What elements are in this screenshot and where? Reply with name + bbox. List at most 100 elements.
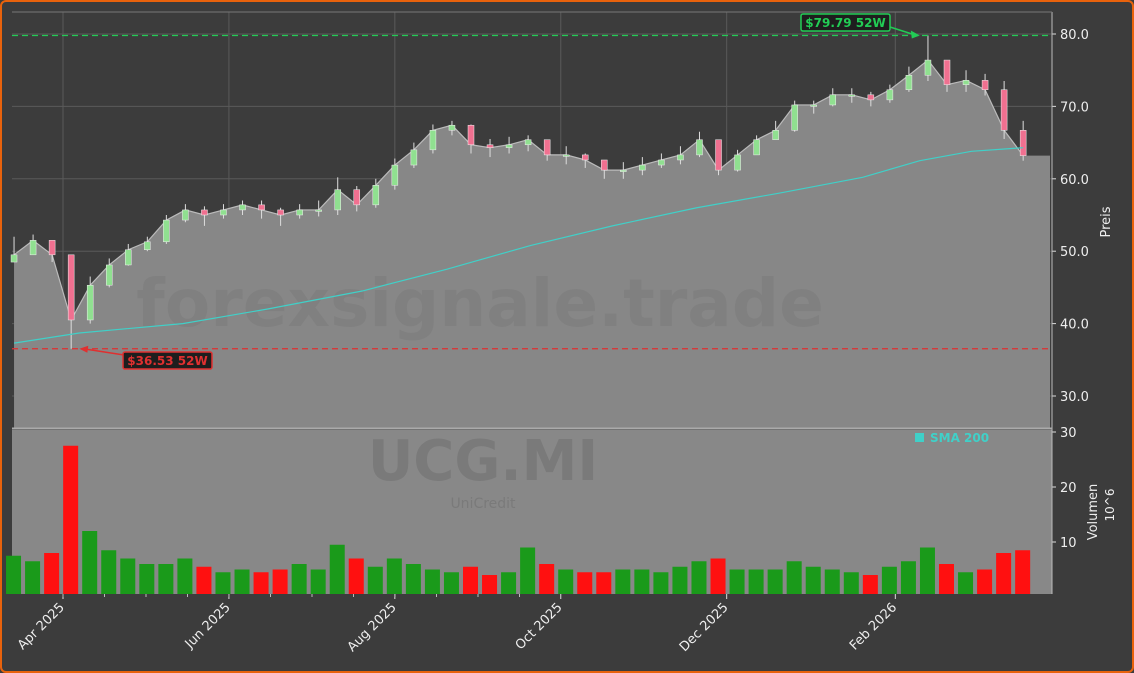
candle-body [620,169,627,172]
candle-body [239,204,246,211]
volume-bar [653,572,669,594]
volume-bar [196,566,212,594]
candle-body [601,159,608,171]
volume-unit-label: 10^6 [1103,489,1117,522]
volume-bar [405,564,421,594]
volume-bar [329,544,345,594]
candle-body [410,149,418,166]
volume-tick-label: 30 [1060,426,1077,441]
candle-body [467,124,475,146]
volume-bar [672,566,688,594]
volume-bar [958,572,974,594]
candle-body [715,139,722,171]
candle-body [353,189,361,206]
low-52w-arrow [83,347,125,356]
candle-body [201,209,208,216]
candle-body [296,209,303,216]
candle-body [144,241,151,251]
volume-bar [482,575,498,594]
candle-body [1019,130,1027,156]
volume-bar [1015,550,1031,594]
x-tick-label: Apr 2025 [15,600,68,653]
volume-bar [805,566,821,594]
volume-bar [6,555,22,594]
candle-body [658,159,665,166]
candles [10,35,1027,349]
volume-bar [919,547,935,594]
high-52w-label-box [800,13,891,32]
candle-body [753,139,760,156]
high-52w-arrowhead [910,30,920,39]
volume-tick-label: 20 [1060,481,1077,496]
volume-bar [691,561,707,594]
volume-bar [862,575,878,594]
volume-bar [139,564,155,594]
volume-bar [120,558,136,594]
volume-bar [44,553,60,594]
volume-bar [824,569,840,594]
candle-body [772,130,779,140]
volume-bar [939,564,954,594]
low-52w-label-box [122,351,213,370]
candle-body [696,139,703,156]
candle-body [182,209,189,221]
candle-body [258,204,265,211]
candle-body [220,209,227,216]
volume-bar [253,572,269,594]
price-tick-label: 40.0 [1060,318,1089,333]
candle-body [924,59,932,76]
candle-body [639,164,646,171]
volume-axis-label: Volumen [1086,484,1101,541]
volume-bar [996,553,1012,594]
volume-bar [539,564,555,594]
low-52w-label: $36.53 52W [127,354,207,368]
candle-body [86,284,94,321]
volume-bars [6,445,1031,594]
price-tick-label: 30.0 [1060,390,1089,405]
volume-tick-label: 10 [1060,536,1077,551]
candle-body [486,144,494,148]
price-tick-label: 80.0 [1060,28,1089,43]
volume-bar [215,572,231,594]
low-52w-arrowhead [79,345,89,353]
volume-bar [101,550,117,594]
annotations: $79.79 52W $36.53 52W [12,13,1052,370]
x-tick-label: Dec 2025 [677,600,732,655]
volume-bar [501,572,517,594]
sma-200-polyline [13,147,1024,344]
volume-bar [367,566,383,594]
volume-bar [710,558,726,594]
volume-bar [520,547,536,594]
candle-body [677,154,684,161]
ticker-watermark: UCG.MI [368,429,598,494]
volume-bar [158,564,174,594]
x-tick-label: Oct 2025 [513,600,566,653]
volume-bar [443,572,459,594]
candle-body [981,80,989,90]
high-52w-label: $79.79 52W [805,16,885,30]
volume-bar [386,558,402,594]
volume-bar [577,572,593,594]
volume-bar [424,569,440,594]
volume-bar [234,569,250,594]
volume-bar [82,531,98,594]
candle-body [848,94,856,97]
candle-body [867,94,875,101]
company-watermark: UniCredit [450,496,516,512]
candle-body [334,189,341,211]
volume-bar [748,569,764,594]
volume-bar [767,569,783,594]
volume-bar [272,569,288,594]
volume-bar [634,569,650,594]
candle-body [105,264,113,286]
price-tick-label: 60.0 [1060,173,1089,188]
candle-body [505,144,513,148]
x-tick-label: Jun 2025 [182,600,234,652]
candle-body [315,209,322,212]
price-area-fill [14,60,1050,429]
volume-bar [291,564,307,594]
sma-200-line [13,147,1024,344]
candle-body [905,75,913,90]
volume-bar [843,572,859,594]
